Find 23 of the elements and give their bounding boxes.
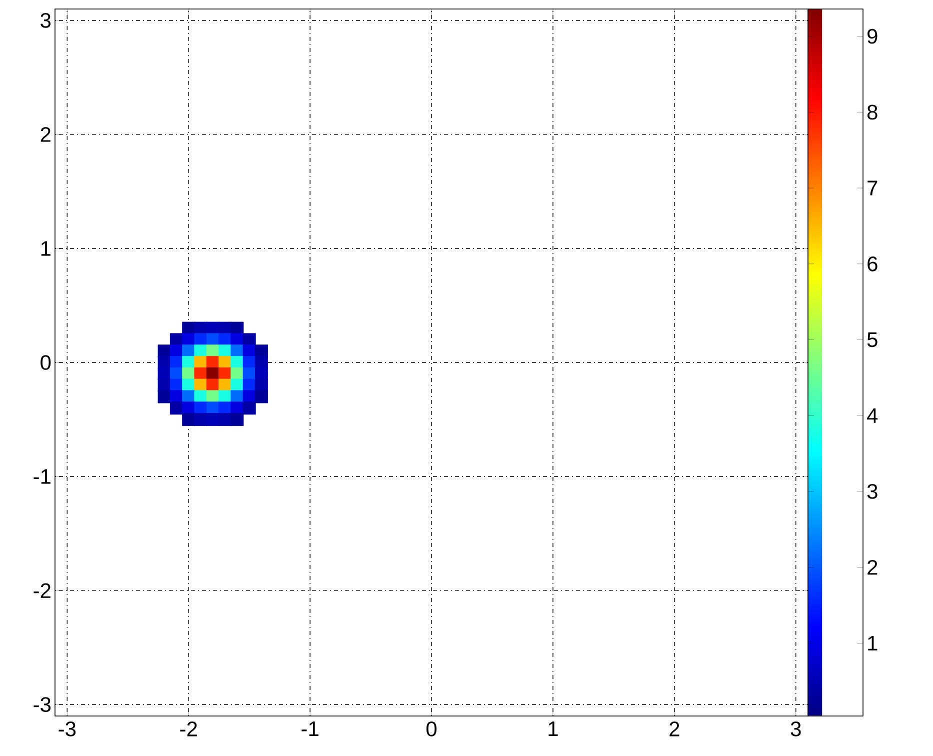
color-bar-label: 9 <box>868 28 878 44</box>
color-bar-label: 7 <box>868 180 878 196</box>
color-bar-label: 6 <box>868 256 878 272</box>
x-tick-label: 2 <box>670 722 680 736</box>
x-tick-label: 3 <box>790 722 801 736</box>
color-bar-label: 4 <box>867 408 878 423</box>
x-tick-label: 1 <box>548 722 558 736</box>
x-tick-label: -1 <box>302 722 318 736</box>
y-tick-label: 1 <box>41 241 50 256</box>
color-bar-label: 1 <box>868 636 878 650</box>
x-tick-label: -2 <box>180 722 197 736</box>
x-tick-label: -3 <box>58 722 76 736</box>
y-tick-label: -2 <box>34 583 50 598</box>
x-tick-label: 0 <box>426 722 437 736</box>
y-tick-label: -3 <box>34 697 51 712</box>
color-bar-label: 2 <box>868 560 878 575</box>
color-bar-label: 3 <box>867 484 878 499</box>
color-bar-label: 5 <box>867 332 878 348</box>
y-tick-label: 2 <box>40 127 50 142</box>
y-tick-label: 3 <box>40 12 51 28</box>
y-tick-label: 0 <box>40 355 51 370</box>
y-tick-label: -1 <box>34 469 50 484</box>
color-bar-label: 8 <box>867 104 878 120</box>
